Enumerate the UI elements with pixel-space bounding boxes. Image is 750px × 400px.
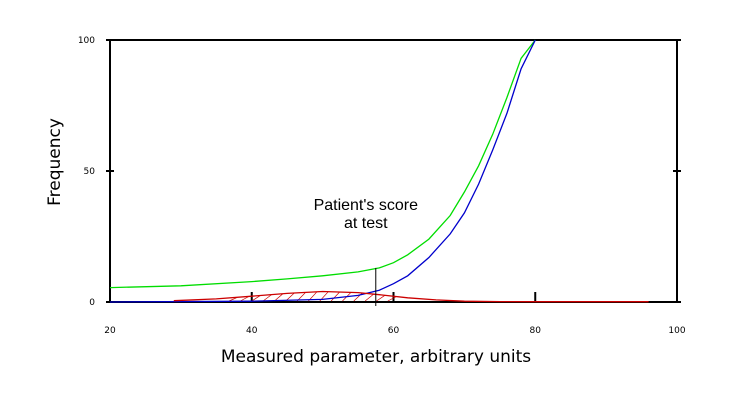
x-tick-label: 80 [530, 326, 542, 336]
x-tick-label: 60 [388, 326, 400, 336]
hatch-stroke [330, 291, 340, 302]
x-tick-label: 100 [668, 326, 685, 336]
x-axis-title: Measured parameter, arbitrary units [221, 347, 531, 367]
series-line-1 [109, 39, 536, 289]
series-layer [109, 39, 649, 303]
annotation-text: Patient's score [314, 197, 419, 214]
y-tick-label: 0 [89, 298, 95, 308]
x-tick-label: 40 [246, 326, 258, 336]
hatch-stroke [251, 295, 261, 302]
hatch-stroke [364, 293, 374, 302]
hatch-stroke [262, 294, 272, 302]
annotation-text: at test [344, 215, 388, 232]
hatch-stroke [274, 293, 284, 302]
tick-labels: 0 50 100 20 40 60 80 100 [78, 36, 686, 336]
y-tick-label: 100 [78, 36, 95, 46]
hatch-stroke [387, 296, 397, 302]
series-line-3 [173, 290, 649, 303]
series-line-2 [109, 39, 536, 303]
hatch-stroke [376, 295, 386, 302]
y-tick-label: 50 [84, 167, 96, 177]
x-tick-label: 20 [104, 326, 116, 336]
y-axis-title: Frequency [45, 118, 65, 206]
hatch-stroke [240, 296, 250, 302]
